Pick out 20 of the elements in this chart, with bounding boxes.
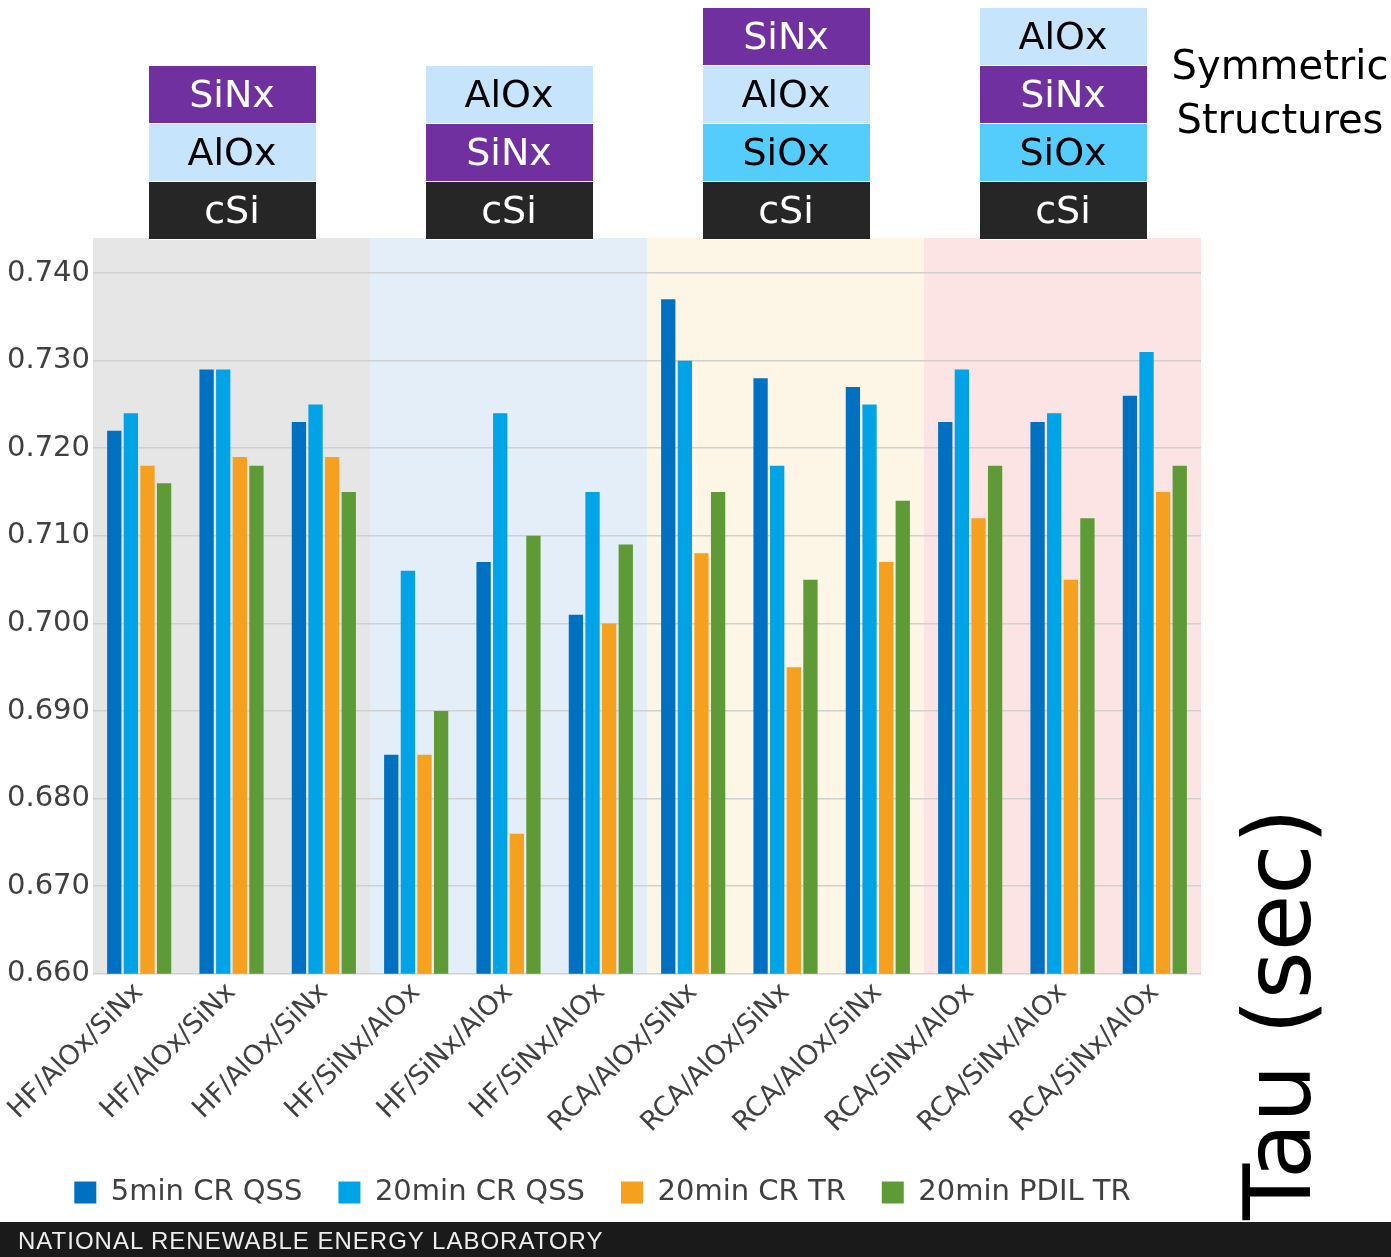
- layer-stack: AlOx SiNx cSi: [425, 66, 593, 240]
- legend-label: 20min CR QSS: [374, 1173, 585, 1208]
- y-tick-label: 0.680: [6, 779, 91, 814]
- y-axis-title: Tau (sec): [1225, 807, 1332, 1220]
- layer-stack: SiNx AlOx cSi: [148, 66, 316, 240]
- y-tick-label: 0.690: [6, 691, 91, 726]
- y-tick-label: 0.720: [6, 428, 91, 463]
- y-tick-label: 0.700: [6, 603, 91, 638]
- text: NATIONAL RENEWABLE ENERGY LABORATORY: [18, 1227, 604, 1255]
- y-tick-label: 0.730: [6, 341, 91, 376]
- legend-label: 20min CR TR: [657, 1173, 846, 1208]
- y-tick-label: 0.660: [6, 954, 91, 989]
- layer-stack: SiNx AlOx SiOx cSi: [702, 8, 870, 240]
- y-tick-label: 0.710: [6, 516, 91, 551]
- legend-label: 20min PDIL TR: [918, 1173, 1131, 1208]
- text: Symmetric Structures: [1170, 41, 1390, 144]
- y-tick-label: 0.740: [6, 253, 91, 288]
- legend-label: 5min CR QSS: [110, 1173, 303, 1208]
- y-tick-label: 0.670: [6, 866, 91, 901]
- layer-stack: AlOx SiNx SiOx cSi: [979, 8, 1147, 240]
